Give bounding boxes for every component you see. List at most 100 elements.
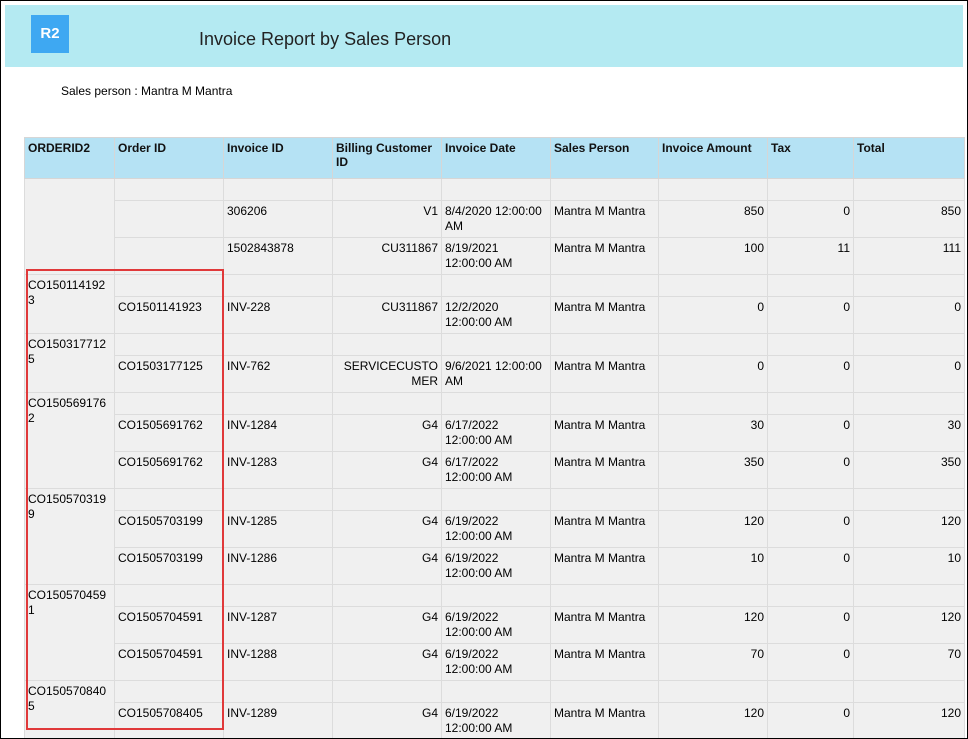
table-cell: 350 [853, 451, 965, 489]
empty-cell [767, 488, 854, 511]
table-cell: INV-1286 [223, 547, 333, 585]
column-header: Invoice Date [441, 137, 551, 179]
empty-cell [223, 392, 333, 415]
empty-cell [441, 392, 551, 415]
table-cell: Mantra M Mantra [550, 355, 659, 393]
empty-cell [114, 392, 224, 415]
table-cell: 0 [853, 355, 965, 393]
empty-cell [658, 680, 768, 703]
empty-cell [441, 274, 551, 297]
table-cell: CO1501141923 [114, 296, 224, 334]
table-cell: 306206 [223, 200, 333, 238]
table-cell: G4 [332, 606, 442, 644]
empty-cell [441, 333, 551, 356]
report-table: ORDERID2 Order ID Invoice ID Billing Custom… [24, 137, 965, 738]
detail-row: CO1505691762 INV-1284 G4 6/17/2022 12:00:00… [25, 414, 965, 452]
table-cell: SERVICECUSTOMER [332, 355, 442, 393]
empty-cell [223, 488, 333, 511]
table-cell: INV-1284 [223, 414, 333, 452]
empty-cell [223, 274, 333, 297]
empty-cell [658, 274, 768, 297]
table-cell: 850 [658, 200, 768, 238]
table-cell: INV-1288 [223, 643, 333, 681]
table-cell: Mantra M Mantra [550, 237, 659, 275]
detail-row: CO1505691762 INV-1283 G4 6/17/2022 12:00:00… [25, 451, 965, 489]
table-cell: 350 [658, 451, 768, 489]
table-cell: Mantra M Mantra [550, 451, 659, 489]
empty-cell [550, 392, 659, 415]
empty-cell [332, 333, 442, 356]
table-cell [114, 237, 224, 275]
orderid2-cell: CO1505691762 [24, 392, 115, 489]
empty-cell [550, 680, 659, 703]
empty-cell [223, 178, 333, 201]
group-row: CO1505691762 [24, 392, 965, 489]
table-cell: 120 [853, 606, 965, 644]
table-cell: Mantra M Mantra [550, 643, 659, 681]
logo: R2 [31, 15, 69, 53]
table-cell: 0 [767, 547, 854, 585]
table-cell: INV-1287 [223, 606, 333, 644]
table-cell: 6/19/2022 12:00:00 AM [441, 606, 551, 644]
empty-cell [114, 274, 224, 297]
empty-cell [767, 333, 854, 356]
detail-row: 306206 V1 8/4/2020 12:00:00 AM Mantra M Man… [25, 200, 965, 238]
column-header: ORDERID2 [24, 137, 115, 179]
empty-cell [658, 488, 768, 511]
empty-cell [550, 488, 659, 511]
orderid2-cell: CO1503177125 [24, 333, 115, 393]
table-cell: 10 [658, 547, 768, 585]
header-row: ORDERID2 Order ID Invoice ID Billing Custom… [24, 137, 965, 179]
table-cell: Mantra M Mantra [550, 414, 659, 452]
empty-cell [223, 584, 333, 607]
empty-cell [853, 488, 965, 511]
empty-cell [114, 178, 224, 201]
table-cell: 0 [767, 414, 854, 452]
table-cell: CO1505704591 [114, 606, 224, 644]
empty-cell [441, 178, 551, 201]
empty-cell [550, 584, 659, 607]
detail-row: CO1505704591 INV-1288 G4 6/19/2022 12:00:00… [25, 643, 965, 681]
empty-cell [332, 680, 442, 703]
table-cell: 0 [853, 296, 965, 334]
table-cell: 0 [658, 296, 768, 334]
detail-row: CO1501141923 INV-228 CU311867 12/2/2020 12:… [25, 296, 965, 334]
table-cell: 70 [853, 643, 965, 681]
table-cell: 0 [767, 643, 854, 681]
table-cell: 0 [658, 355, 768, 393]
table-cell: 111 [853, 237, 965, 275]
empty-cell [550, 274, 659, 297]
empty-cell [658, 178, 768, 201]
empty-cell [853, 333, 965, 356]
table-cell: 850 [853, 200, 965, 238]
empty-cell [853, 392, 965, 415]
table-cell: 10 [853, 547, 965, 585]
column-header: Tax [767, 137, 854, 179]
empty-cell [767, 392, 854, 415]
table-cell: CO1503177125 [114, 355, 224, 393]
empty-cell [114, 333, 224, 356]
table-cell: INV-1285 [223, 510, 333, 548]
empty-cell [853, 680, 965, 703]
empty-cell [767, 274, 854, 297]
column-header: Billing Customer ID [332, 137, 442, 179]
detail-row: CO1505704591 INV-1287 G4 6/19/2022 12:00:00… [25, 606, 965, 644]
orderid2-cell [24, 178, 115, 275]
empty-cell [114, 680, 224, 703]
table-cell: CO1505691762 [114, 451, 224, 489]
table-cell: 120 [853, 702, 965, 738]
table-body: 306206 V1 8/4/2020 12:00:00 AM Mantra M Man… [24, 178, 965, 738]
empty-cell [658, 584, 768, 607]
empty-cell [767, 584, 854, 607]
table-cell: INV-762 [223, 355, 333, 393]
table-cell: 120 [853, 510, 965, 548]
empty-cell [441, 488, 551, 511]
group-row: CO1501141923 [24, 274, 965, 334]
table-cell: 120 [658, 606, 768, 644]
table-cell: 6/19/2022 12:00:00 AM [441, 702, 551, 738]
table-cell: 30 [853, 414, 965, 452]
table-cell: 6/17/2022 12:00:00 AM [441, 451, 551, 489]
table-cell: INV-228 [223, 296, 333, 334]
